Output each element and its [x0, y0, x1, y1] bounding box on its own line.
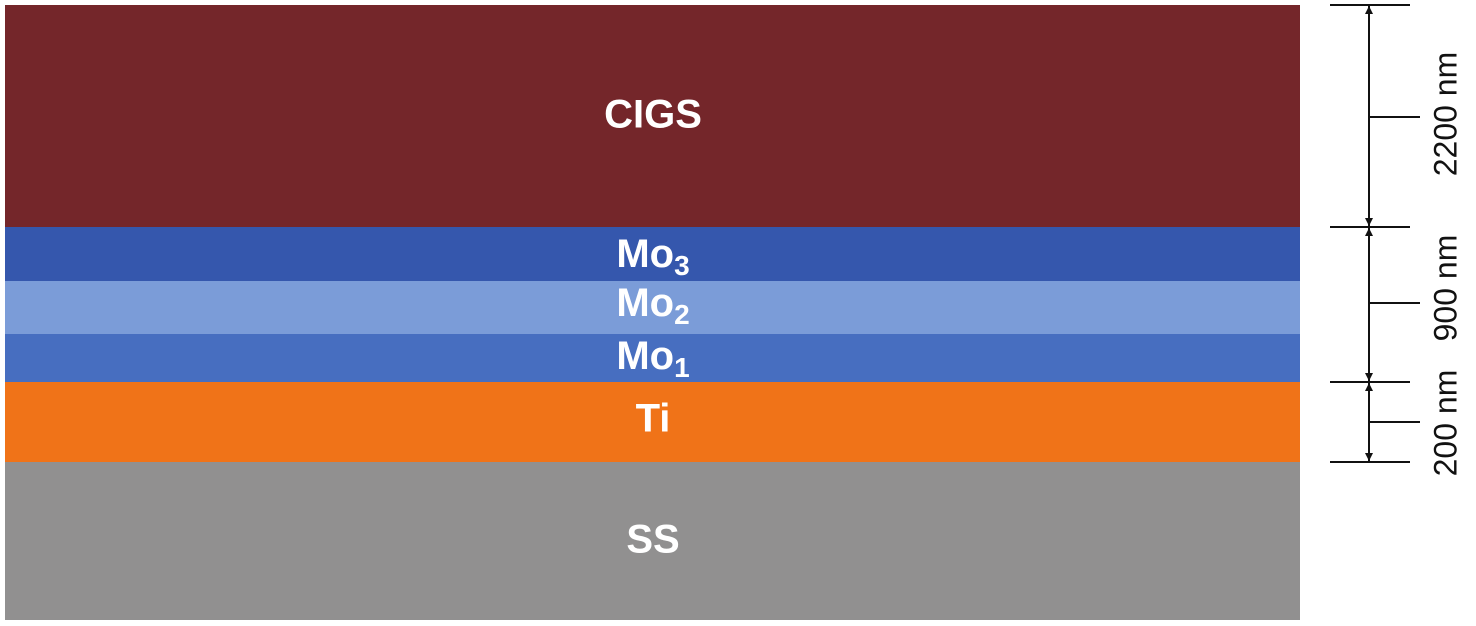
layer-label: Mo — [616, 232, 674, 276]
layer-mo1 — [5, 334, 1300, 382]
dimension-label: 900 nm — [1427, 235, 1463, 342]
layer-subscript: 2 — [674, 299, 690, 330]
layer-label: CIGS — [604, 93, 702, 137]
layer-subscript: 3 — [674, 250, 690, 281]
dimension-lines — [1330, 4, 1420, 463]
dimension-label: 200 nm — [1427, 370, 1463, 477]
layer-label: Mo3 — [616, 232, 689, 282]
layer-label: Mo1 — [616, 334, 689, 384]
layer-cigs — [5, 5, 1300, 227]
layer-mo2 — [5, 281, 1300, 334]
dimension-label: 2200 nm — [1427, 52, 1463, 177]
layer-label: Mo — [616, 281, 674, 325]
layer-ti — [5, 382, 1300, 462]
layer-label: SS — [626, 518, 679, 562]
layer-label: Ti — [636, 397, 671, 441]
layer-label: Mo — [616, 334, 674, 378]
layer-label: Mo2 — [616, 281, 689, 331]
layer-mo3 — [5, 227, 1300, 281]
layer-ss — [5, 462, 1300, 620]
layer-subscript: 1 — [674, 352, 690, 383]
